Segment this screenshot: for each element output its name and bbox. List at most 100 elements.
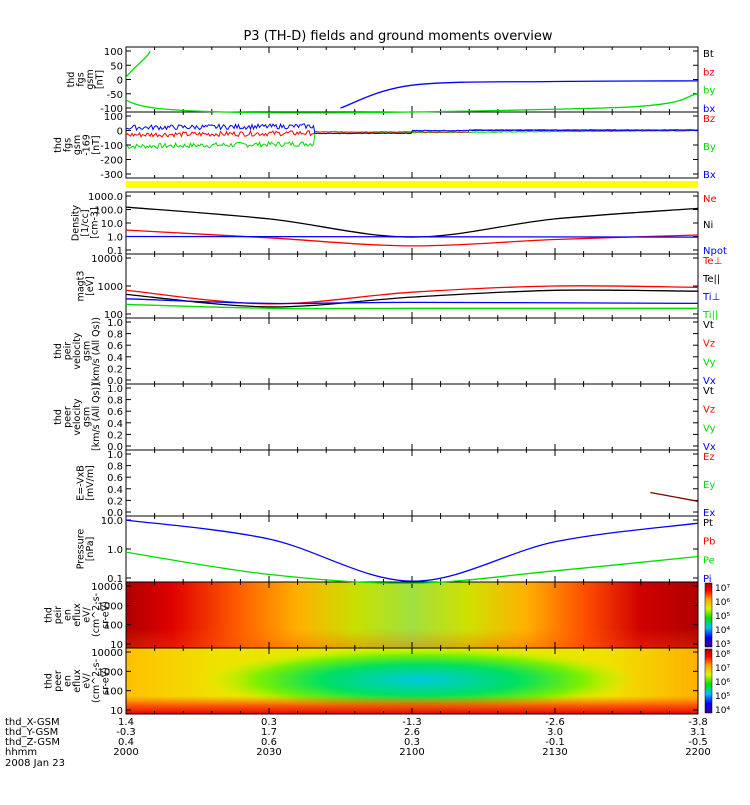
y-tick-label: 0.2	[107, 430, 123, 441]
legend-entry: Vz	[703, 339, 715, 350]
y-tick-label: 0.1	[107, 246, 123, 257]
y-tick-label: -100	[100, 141, 123, 152]
legend-entry: Ex	[703, 508, 715, 519]
y-axis-label: thd	[53, 343, 64, 359]
y-axis-label: Density	[71, 205, 82, 241]
y-tick-label: 0.6	[107, 407, 123, 418]
y-tick-label: 10000	[91, 648, 123, 659]
legend-entry: Bz	[703, 114, 715, 125]
colorbar-tick-label: 10⁷	[715, 664, 730, 674]
footer-row: thd_Z-GSM 0.4 0.6 0.3 -0.1 -0.5	[5, 737, 745, 748]
y-tick-label: 0.1	[107, 574, 123, 585]
legend-entry: Pb	[703, 537, 715, 548]
y-tick-label: 0	[117, 76, 123, 87]
y-axis-label: sr-eV)	[101, 601, 112, 629]
legend-entry: Vx	[703, 376, 716, 387]
panel-frame	[125, 515, 699, 583]
footer-value: -0.1	[545, 737, 565, 748]
panel-ion_spec: 10000 1000 100 10 thdpeirenefluxeV/(cm^2-s-s…	[44, 581, 730, 651]
y-axis-label: -169	[82, 134, 93, 156]
series-line-density-npot	[126, 235, 698, 238]
y-axis-label: gsm	[72, 135, 83, 155]
y-tick-label: -200	[100, 156, 123, 167]
legend-entry: Pe	[703, 555, 715, 566]
footer-value: 0.4	[118, 737, 134, 748]
legend-entry: By	[703, 142, 716, 153]
colorbar-tick-label: 10⁸	[715, 650, 730, 660]
footer-value: 3.0	[547, 727, 563, 738]
panel-ve: 1.00.80.60.40.20.0 thdpeervelocitygsm[km/…	[53, 383, 716, 453]
colorbar-tick-label: 10⁶	[715, 598, 730, 608]
footer-value: -0.3	[116, 727, 136, 738]
y-tick-label: 10000	[91, 582, 123, 593]
series-line-temp-ti	[126, 303, 698, 310]
legend-entry: Vt	[703, 386, 714, 397]
series-line-fgs-by	[126, 50, 698, 114]
panel-density: 1000.0 100.0 10.0 1.0 0.1 Density[1/cc][cm-3]…	[71, 191, 727, 257]
legend-entry: Ne	[703, 194, 717, 205]
footer-value: 1.4	[118, 717, 134, 728]
series-line-temp-te	[126, 289, 698, 308]
legend-entry: Ti||	[702, 310, 718, 321]
y-axis-label: peer	[63, 406, 74, 428]
y-axis-label: thd	[53, 409, 64, 425]
y-axis-label: fgs	[63, 138, 74, 152]
colorbar-tick-label: 10³	[715, 640, 730, 650]
y-tick-label: 0.6	[107, 473, 123, 484]
y-tick-label: 100	[104, 47, 123, 58]
y-axis-label: (cm^2-s-	[91, 593, 102, 637]
y-axis-label: velocity	[72, 398, 83, 436]
legend-entry: bx	[703, 104, 715, 115]
series-line-temp-ti	[126, 298, 698, 305]
footer-value: -0.5	[688, 737, 708, 748]
chart-title: P3 (TH-D) fields and ground moments over…	[243, 29, 552, 44]
panel-ele_spec: 10000 1000 100 10 thdpeerenefluxeV/(cm^2-s-s…	[44, 646, 730, 717]
y-tick-label: 10	[110, 640, 123, 651]
legend-entry: by	[703, 86, 715, 97]
y-axis-label: [nT]	[91, 135, 102, 154]
y-axis-label: eflux	[72, 603, 83, 627]
footer-row: thd_X-GSM 1.4 0.3 -1.3 -2.6 -3.8	[5, 717, 745, 728]
y-tick-label: 0.0	[107, 376, 123, 387]
ephemeris-footer: thd_X-GSM 1.4 0.3 -1.3 -2.6 -3.8 thd_Y-GSM -0.3…	[5, 717, 745, 777]
footer-row-label: hhmm	[5, 747, 38, 758]
y-tick-label: 1.0	[107, 384, 123, 395]
y-axis-label: velocity	[72, 332, 83, 370]
colorbar-tick-label: 10⁷	[715, 584, 730, 594]
y-tick-label: 10.0	[101, 219, 123, 230]
legend-entry: Vy	[703, 357, 716, 368]
footer-value: -1.3	[402, 717, 422, 728]
y-axis-label: fgs	[75, 72, 86, 86]
series-line-temp-te	[126, 285, 698, 305]
y-axis-label: thd	[44, 607, 55, 623]
y-tick-label: 10.0	[101, 516, 123, 527]
y-tick-label: 100.0	[94, 206, 123, 217]
colorbar-tick-label: 10⁵	[715, 692, 730, 702]
y-axis-label: Pressure	[75, 529, 86, 570]
y-tick-label: 0.8	[107, 396, 123, 407]
flag-bar	[126, 181, 698, 188]
y-tick-label: 100	[104, 112, 123, 123]
legend-entry: Vt	[703, 320, 714, 331]
y-axis-label: (km/s (All Qs))	[91, 317, 102, 385]
footer-value: -3.8	[688, 717, 708, 728]
footer-value: 2.6	[404, 727, 420, 738]
legend-entry: Pt	[703, 518, 713, 529]
footer-value: 2200	[685, 747, 711, 758]
panels-layer: 100500-50-100thdfgsgsm[nT]Btbzbybx1000-1…	[44, 46, 730, 717]
legend-entry: Bt	[703, 49, 714, 60]
y-tick-label: -50	[107, 90, 123, 101]
y-tick-label: 0.8	[107, 462, 123, 473]
colorbar	[704, 582, 713, 648]
y-axis-label: [nT]	[94, 70, 105, 89]
y-tick-label: 100	[104, 310, 123, 321]
y-tick-label: 1000	[98, 282, 123, 293]
y-axis-label: [eV]	[85, 276, 96, 296]
y-axis-label: (cm^2-s-	[91, 659, 102, 703]
y-tick-label: -100	[100, 104, 123, 115]
legend-entry: Ez	[703, 452, 715, 463]
series-line-pressure-pb	[650, 491, 698, 502]
y-axis-label: en	[63, 675, 74, 687]
series-line-fgs-bx	[340, 80, 698, 109]
